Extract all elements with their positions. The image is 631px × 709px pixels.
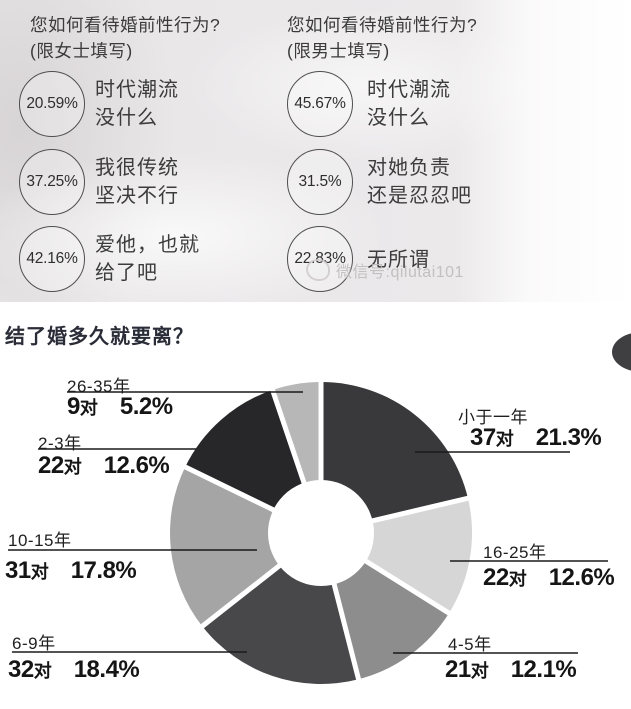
pairs-percent: 21.3% bbox=[535, 424, 602, 451]
pairs-percent: 18.4% bbox=[73, 656, 140, 683]
survey-men-title: 您如何看待婚前性行为? (限男士填写) bbox=[287, 12, 477, 64]
stat-label-line1: 爱他，也就 bbox=[95, 234, 200, 256]
stat-label-line1: 时代潮流 bbox=[367, 79, 451, 101]
stat-label-men-3: 无所谓 bbox=[367, 246, 430, 274]
stat-label-line1: 无所谓 bbox=[367, 249, 430, 271]
label-16-25: 16-25年 bbox=[483, 543, 547, 562]
survey-women-title-line2: (限女士填写) bbox=[30, 41, 133, 61]
stat-label-line2: 给了吧 bbox=[95, 262, 158, 284]
value-16-25: 22对 12.6% bbox=[483, 564, 615, 592]
pairs-count: 22 bbox=[38, 452, 64, 479]
pairs-unit: 对 bbox=[63, 457, 82, 477]
watermark-text: 微信号:qilutai101 bbox=[336, 264, 464, 281]
survey-men-title-line2: (限男士填写) bbox=[287, 41, 390, 61]
pairs-count: 9 bbox=[67, 393, 80, 420]
pairs-count: 21 bbox=[445, 656, 471, 683]
survey-women-title: 您如何看待婚前性行为? (限女士填写) bbox=[30, 12, 220, 64]
stat-percent: 45.67% bbox=[294, 95, 346, 112]
pairs-count: 31 bbox=[5, 557, 31, 584]
stat-label-line2: 没什么 bbox=[95, 107, 158, 129]
pairs-count: 22 bbox=[483, 564, 509, 591]
pairs-unit: 对 bbox=[33, 661, 52, 681]
stat-circle-men-2: 31.5% bbox=[287, 149, 353, 215]
watermark: 微信号:qilutai101 bbox=[306, 258, 464, 282]
stat-percent: 37.25% bbox=[26, 173, 78, 190]
stat-label-line2: 没什么 bbox=[367, 107, 430, 129]
stat-percent: 31.5% bbox=[298, 173, 342, 190]
stat-circle-women-1: 20.59% bbox=[19, 71, 85, 137]
divorce-chart-title: 结了婚多久就要离？ bbox=[5, 326, 194, 348]
label-6-9: 6-9年 bbox=[12, 634, 56, 653]
stat-label-line1: 我很传统 bbox=[95, 157, 179, 179]
stat-percent: 42.16% bbox=[26, 250, 78, 267]
pairs-percent: 12.1% bbox=[510, 656, 577, 683]
pairs-count: 32 bbox=[8, 656, 34, 683]
pairs-unit: 对 bbox=[30, 562, 49, 582]
premarital-survey-panel: 您如何看待婚前性行为? (限女士填写) 您如何看待婚前性行为? (限男士填写) … bbox=[0, 0, 631, 302]
pairs-unit: 对 bbox=[470, 661, 489, 681]
stat-circle-men-1: 45.67% bbox=[287, 71, 353, 137]
pairs-percent: 5.2% bbox=[119, 393, 173, 420]
label-26-35: 26-35年 bbox=[67, 377, 131, 396]
stat-label-women-3: 爱他，也就 给了吧 bbox=[95, 231, 200, 287]
pairs-unit: 对 bbox=[508, 569, 527, 589]
value-26-35: 9对 5.2% bbox=[67, 393, 173, 421]
donut-segment-10-15年 bbox=[170, 467, 321, 627]
survey-men-title-line1: 您如何看待婚前性行为? bbox=[287, 15, 478, 35]
value-10-15: 31对 17.8% bbox=[5, 557, 137, 585]
stat-label-line2: 还是忍忍吧 bbox=[367, 185, 472, 207]
value-2-3: 22对 12.6% bbox=[38, 452, 170, 480]
stat-percent: 20.59% bbox=[26, 95, 78, 112]
corner-decoration bbox=[612, 333, 631, 371]
label-4-5: 4-5年 bbox=[448, 635, 492, 654]
stat-label-line2: 坚决不行 bbox=[95, 185, 179, 207]
label-under-1-year: 小于一年 bbox=[458, 408, 528, 427]
stat-label-women-1: 时代潮流 没什么 bbox=[95, 76, 179, 132]
pairs-percent: 12.6% bbox=[103, 452, 170, 479]
value-under-1-year: 37对 21.3% bbox=[470, 424, 602, 452]
stat-label-line1: 时代潮流 bbox=[95, 79, 179, 101]
label-10-15: 10-15年 bbox=[8, 531, 72, 550]
stat-circle-women-2: 37.25% bbox=[19, 149, 85, 215]
wechat-mascot-icon bbox=[306, 259, 330, 281]
stat-label-women-2: 我很传统 坚决不行 bbox=[95, 154, 179, 210]
leader-lines bbox=[8, 391, 608, 654]
pairs-unit: 对 bbox=[79, 398, 98, 418]
pairs-unit: 对 bbox=[495, 429, 514, 449]
stat-circle-men-3: 22.83% bbox=[287, 226, 353, 292]
stat-label-line1: 对她负责 bbox=[367, 157, 451, 179]
value-4-5: 21对 12.1% bbox=[445, 656, 577, 684]
pairs-count: 37 bbox=[470, 424, 496, 451]
value-6-9: 32对 18.4% bbox=[8, 656, 140, 684]
survey-women-title-line1: 您如何看待婚前性行为? bbox=[30, 15, 221, 35]
pairs-percent: 12.6% bbox=[548, 564, 615, 591]
donut-hole bbox=[268, 480, 374, 586]
label-2-3: 2-3年 bbox=[38, 434, 82, 453]
stat-label-men-1: 时代潮流 没什么 bbox=[367, 76, 451, 132]
stat-circle-women-3: 42.16% bbox=[19, 226, 85, 292]
pairs-percent: 17.8% bbox=[70, 557, 137, 584]
stat-label-men-2: 对她负责 还是忍忍吧 bbox=[367, 154, 472, 210]
